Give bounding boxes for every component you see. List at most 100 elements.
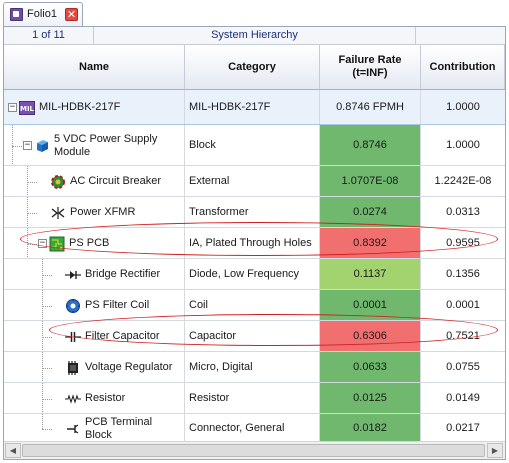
tree-connector <box>27 166 28 196</box>
row-name-label: PS PCB <box>69 237 110 249</box>
tree-connector <box>27 213 37 214</box>
tree-connector <box>12 146 22 147</box>
scroll-right-icon[interactable]: ▶ <box>487 443 503 458</box>
chip-icon <box>65 360 81 376</box>
page-indicator[interactable]: 1 of 11 <box>4 27 94 44</box>
cell-name: Bridge Rectifier <box>4 259 185 289</box>
cell-contribution: 1.0000 <box>446 138 480 151</box>
folio-icon <box>10 8 23 21</box>
column-header-contribution[interactable]: Contribution <box>421 45 505 89</box>
cell-contribution: 0.0149 <box>446 391 480 404</box>
coil-icon <box>65 298 81 314</box>
table-row[interactable]: AC Circuit Breaker External 1.0707E-08 1.22… <box>4 166 505 197</box>
cell-category: Transformer <box>185 197 320 227</box>
cell-failure-rate: 0.1137 <box>320 259 421 289</box>
horizontal-scrollbar[interactable]: ◀ ▶ <box>4 441 505 459</box>
column-header-failure-rate[interactable]: Failure Rate (t=INF) <box>320 45 421 89</box>
row-name-label: PS Filter Coil <box>85 299 150 311</box>
cell-name: Voltage Regulator <box>4 352 185 382</box>
tree-connector <box>42 275 52 276</box>
collapse-icon[interactable]: − <box>8 102 17 112</box>
row-name-label: Voltage Regulator <box>85 361 173 373</box>
cell-failure-rate: 0.0001 <box>320 290 421 320</box>
close-icon[interactable]: ✕ <box>65 8 78 21</box>
cell-name: − PS PCB <box>4 228 185 258</box>
row-name-line1: 5 VDC Power Supply <box>54 133 158 145</box>
transformer-icon <box>50 205 66 221</box>
cell-failure-rate: 0.8746 FPMH <box>320 90 421 124</box>
tree-connector <box>42 259 43 289</box>
cell-contribution: 1.0000 <box>446 100 480 113</box>
cell-name: Power XFMR <box>4 197 185 227</box>
tree-connector <box>42 383 43 413</box>
table-row[interactable]: − 5 VDC Power Supply Module Block 0.8746 1.00… <box>4 125 505 166</box>
table-row[interactable]: − PS PCB IA, Plated Through Holes 0.8392 0.9… <box>4 228 505 259</box>
row-name-label: Power XFMR <box>70 206 136 218</box>
cell-failure-rate: 0.0274 <box>320 197 421 227</box>
tree-connector <box>42 368 52 369</box>
tab-folio1[interactable]: Folio1 ✕ <box>3 2 83 26</box>
diode-icon <box>65 267 81 283</box>
row-name-line2: Block <box>85 429 112 441</box>
cell-category: Diode, Low Frequency <box>185 259 320 289</box>
column-header-name-label: Name <box>79 60 109 73</box>
row-name-label: PCB Terminal Block <box>85 416 152 442</box>
grid-header: Name Category Failure Rate (t=INF) Contr… <box>4 45 505 90</box>
tree-connector <box>27 244 37 245</box>
row-name-label: Filter Capacitor <box>85 330 160 342</box>
row-name-label: Bridge Rectifier <box>85 268 161 280</box>
cell-category: Micro, Digital <box>185 352 320 382</box>
table-row[interactable]: Filter Capacitor Capacitor 0.6306 0.7521 <box>4 321 505 352</box>
collapse-icon[interactable]: − <box>38 238 47 248</box>
cell-contribution: 0.0001 <box>446 298 480 311</box>
hierarchy-title: System Hierarchy <box>211 29 298 41</box>
scroll-thumb[interactable] <box>22 444 485 457</box>
cell-contribution: 0.0755 <box>446 360 480 373</box>
cell-name: − MIL MIL-HDBK-217F <box>4 90 185 124</box>
tree-connector <box>42 337 52 338</box>
tree-connector <box>42 290 43 320</box>
tree-connector <box>42 414 43 429</box>
cell-name: Filter Capacitor <box>4 321 185 351</box>
tree-connector <box>42 429 52 430</box>
table-row[interactable]: Bridge Rectifier Diode, Low Frequency 0.11… <box>4 259 505 290</box>
cell-contribution: 0.9595 <box>446 236 480 249</box>
cell-category: External <box>185 166 320 196</box>
resistor-icon <box>65 391 81 407</box>
cell-category: Resistor <box>185 383 320 413</box>
column-header-failure-rate-sub: (t=INF) <box>352 67 388 79</box>
collapse-icon[interactable]: − <box>23 140 32 150</box>
table-row[interactable]: Power XFMR Transformer 0.0274 0.0313 <box>4 197 505 228</box>
navigation-bar: 1 of 11 System Hierarchy <box>4 27 505 45</box>
tree-connector <box>27 228 28 258</box>
pcb-icon <box>49 236 65 252</box>
cell-category: Connector, General <box>185 414 320 442</box>
row-name-line2: Module <box>54 146 91 158</box>
column-header-category[interactable]: Category <box>185 45 320 89</box>
cell-category: Block <box>185 125 320 165</box>
tab-strip: Folio1 ✕ <box>0 0 509 26</box>
table-row[interactable]: Voltage Regulator Micro, Digital 0.0633 0.0… <box>4 352 505 383</box>
cell-contribution: 1.2242E-08 <box>434 174 492 187</box>
folio-panel: 1 of 11 System Hierarchy Name Category F… <box>3 26 506 460</box>
cell-contribution: 0.1356 <box>446 267 480 280</box>
table-row[interactable]: − MIL MIL-HDBK-217F MIL-HDBK-217F 0.8746 FPM… <box>4 90 505 125</box>
table-row[interactable]: PS Filter Coil Coil 0.0001 0.0001 <box>4 290 505 321</box>
cell-name: − 5 VDC Power Supply Module <box>4 125 185 165</box>
cell-failure-rate: 0.6306 <box>320 321 421 351</box>
table-row[interactable]: PCB Terminal Block Connector, General 0.018… <box>4 414 505 443</box>
row-name-line1: PCB Terminal <box>85 416 153 428</box>
tree-connector <box>12 125 13 165</box>
cell-failure-rate: 0.0125 <box>320 383 421 413</box>
scroll-left-icon[interactable]: ◀ <box>5 443 21 458</box>
cell-name: AC Circuit Breaker <box>4 166 185 196</box>
cell-category: IA, Plated Through Holes <box>185 228 320 258</box>
cell-name: PS Filter Coil <box>4 290 185 320</box>
column-header-failure-rate-label: Failure Rate <box>338 54 402 66</box>
cell-name: PCB Terminal Block <box>4 414 185 442</box>
table-row[interactable]: Resistor Resistor 0.0125 0.0149 <box>4 383 505 414</box>
column-header-name[interactable]: Name <box>4 45 185 89</box>
tab-label: Folio1 <box>27 8 57 20</box>
column-header-category-label: Category <box>228 60 276 73</box>
tree-connector <box>27 197 28 227</box>
